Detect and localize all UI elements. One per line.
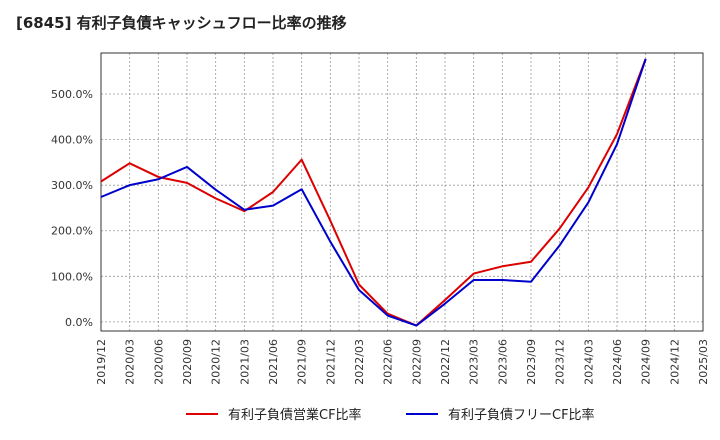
x-tick-label: 2022/09 xyxy=(410,339,423,385)
legend-swatch-red xyxy=(186,412,218,415)
y-tick-label: 400.0% xyxy=(51,134,93,147)
y-tick-label: 300.0% xyxy=(51,179,93,192)
chart-title: [6845] 有利子負債キャッシュフロー比率の推移 xyxy=(16,14,347,32)
series-line-operating-cf xyxy=(100,58,647,327)
x-tick-label: 2021/09 xyxy=(296,339,309,385)
x-tick-label: 2025/03 xyxy=(697,339,710,385)
x-tick-label: 2019/12 xyxy=(95,339,108,385)
legend-item-free-cf: 有利子負債フリーCF比率 xyxy=(406,404,595,423)
x-axis: 2019/12 2020/03 2020/06 2020/09 2020/12 2021/… xyxy=(95,339,710,385)
x-tick-label: 2020/03 xyxy=(124,339,137,385)
x-tick-label: 2023/09 xyxy=(525,339,538,385)
y-axis: 0.0% 100.0% 200.0% 300.0% 400.0% 500.0% xyxy=(51,88,93,329)
legend-item-operating-cf: 有利子負債営業CF比率 xyxy=(186,404,362,423)
x-tick-label: 2021/03 xyxy=(238,339,251,385)
x-tick-label: 2024/03 xyxy=(582,339,595,385)
x-tick-label: 2023/12 xyxy=(554,339,567,385)
legend-swatch-blue xyxy=(406,412,438,415)
x-tick-label: 2022/12 xyxy=(439,339,452,385)
x-tick-label: 2023/06 xyxy=(496,339,509,385)
x-tick-label: 2024/12 xyxy=(668,339,681,385)
plot-border xyxy=(100,52,704,332)
legend-label: 有利子負債フリーCF比率 xyxy=(448,408,595,423)
x-tick-label: 2020/06 xyxy=(152,339,165,385)
y-tick-label: 500.0% xyxy=(51,88,93,101)
x-tick-label: 2023/03 xyxy=(468,339,481,385)
legend: 有利子負債営業CF比率 有利子負債フリーCF比率 xyxy=(0,404,720,428)
y-tick-label: 200.0% xyxy=(51,225,93,238)
x-tick-label: 2024/06 xyxy=(611,339,624,385)
series-line-free-cf xyxy=(100,58,647,327)
x-tick-label: 2021/06 xyxy=(267,339,280,385)
plot-frame xyxy=(100,52,704,332)
x-tick-label: 2022/06 xyxy=(382,339,395,385)
y-tick-label: 0.0% xyxy=(65,316,93,329)
y-tick-label: 100.0% xyxy=(51,270,93,283)
x-tick-label: 2024/09 xyxy=(640,339,653,385)
grid xyxy=(100,53,704,331)
legend-label: 有利子負債営業CF比率 xyxy=(228,408,362,423)
x-tick-label: 2020/12 xyxy=(210,339,223,385)
x-tick-label: 2022/03 xyxy=(353,339,366,385)
x-tick-label: 2021/12 xyxy=(324,339,337,385)
x-tick-label: 2020/09 xyxy=(181,339,194,385)
series-lines xyxy=(100,58,647,327)
